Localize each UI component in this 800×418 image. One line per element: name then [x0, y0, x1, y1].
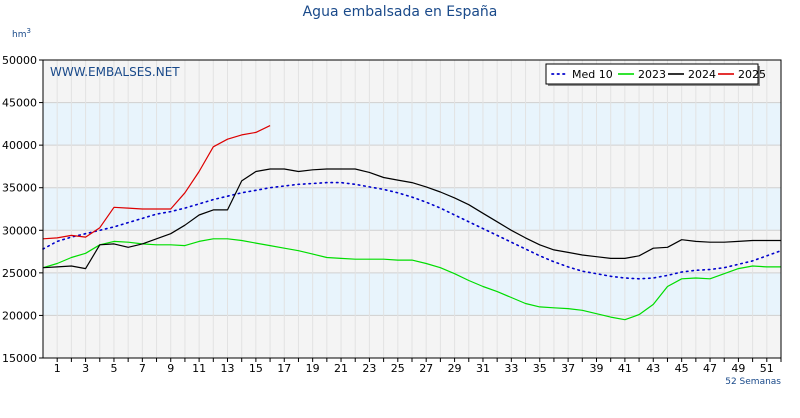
x-tick-label: 19 [306, 362, 320, 375]
x-tick-label: 1 [54, 362, 61, 375]
x-tick-label: 9 [167, 362, 174, 375]
chart-title: Agua embalsada en España [303, 4, 498, 20]
x-tick-label: 13 [221, 362, 235, 375]
y-tick-label: 45000 [2, 97, 37, 110]
x-axis-label: 52 Semanas [725, 377, 781, 387]
x-tick-label: 27 [419, 362, 433, 375]
legend-label: 2024 [688, 68, 716, 81]
y-tick-labels: 15000 20000 25000 30000 35000 40000 45000 50000 [2, 54, 37, 365]
y-axis-unit-main: hm [12, 30, 26, 40]
x-tick-label: 41 [618, 362, 632, 375]
x-tick-label: 17 [277, 362, 291, 375]
x-tick-label: 49 [731, 362, 745, 375]
series-line-med-10 [42, 181, 782, 280]
legend-box [545, 63, 759, 85]
watermark: WWW.EMBALSES.NET [50, 65, 180, 79]
x-tick-label: 45 [675, 362, 689, 375]
legend-label: Med 10 [572, 68, 613, 81]
x-tick-label: 3 [82, 362, 89, 375]
x-tick-label: 43 [646, 362, 660, 375]
x-tick-label: 37 [561, 362, 575, 375]
series-layer [42, 125, 782, 321]
y-tick-label: 30000 [2, 224, 37, 237]
y-tick-label: 50000 [2, 54, 37, 67]
legend-label: 2025 [738, 68, 766, 81]
y-axis-unit: hm3 [12, 27, 31, 40]
x-tick-label: 35 [533, 362, 547, 375]
x-tick-label: 7 [139, 362, 146, 375]
series-line-2025 [42, 125, 271, 240]
y-axis-unit-sup: 3 [26, 27, 30, 35]
legend-label: 2023 [638, 68, 666, 81]
y-tick-label: 15000 [2, 352, 37, 365]
x-tick-label: 39 [590, 362, 604, 375]
legend: Med 10 2023 2024 2025 [545, 63, 766, 86]
y-tick-label: 25000 [2, 267, 37, 280]
x-tick-label: 21 [334, 362, 348, 375]
y-tick-label: 40000 [2, 139, 37, 152]
y-tick-label: 35000 [2, 182, 37, 195]
x-tick-label: 33 [504, 362, 518, 375]
series-line-2024 [42, 168, 781, 270]
x-tick-label: 29 [448, 362, 462, 375]
x-tick-label: 31 [476, 362, 490, 375]
x-tick-label: 11 [192, 362, 206, 375]
x-tick-label: 25 [391, 362, 405, 375]
y-tick-label: 20000 [2, 309, 37, 322]
x-tick-label: 15 [249, 362, 263, 375]
axes [39, 59, 782, 362]
x-tick-labels: 1 3 5 7 9 11 13 15 17 19 21 23 25 27 29 31 33 35 37 39 41 43 4… [54, 362, 774, 375]
x-tick-label: 47 [703, 362, 717, 375]
x-tick-label: 23 [362, 362, 376, 375]
x-tick-label: 5 [110, 362, 117, 375]
x-tick-label: 51 [760, 362, 774, 375]
series-line-2023 [42, 238, 781, 321]
